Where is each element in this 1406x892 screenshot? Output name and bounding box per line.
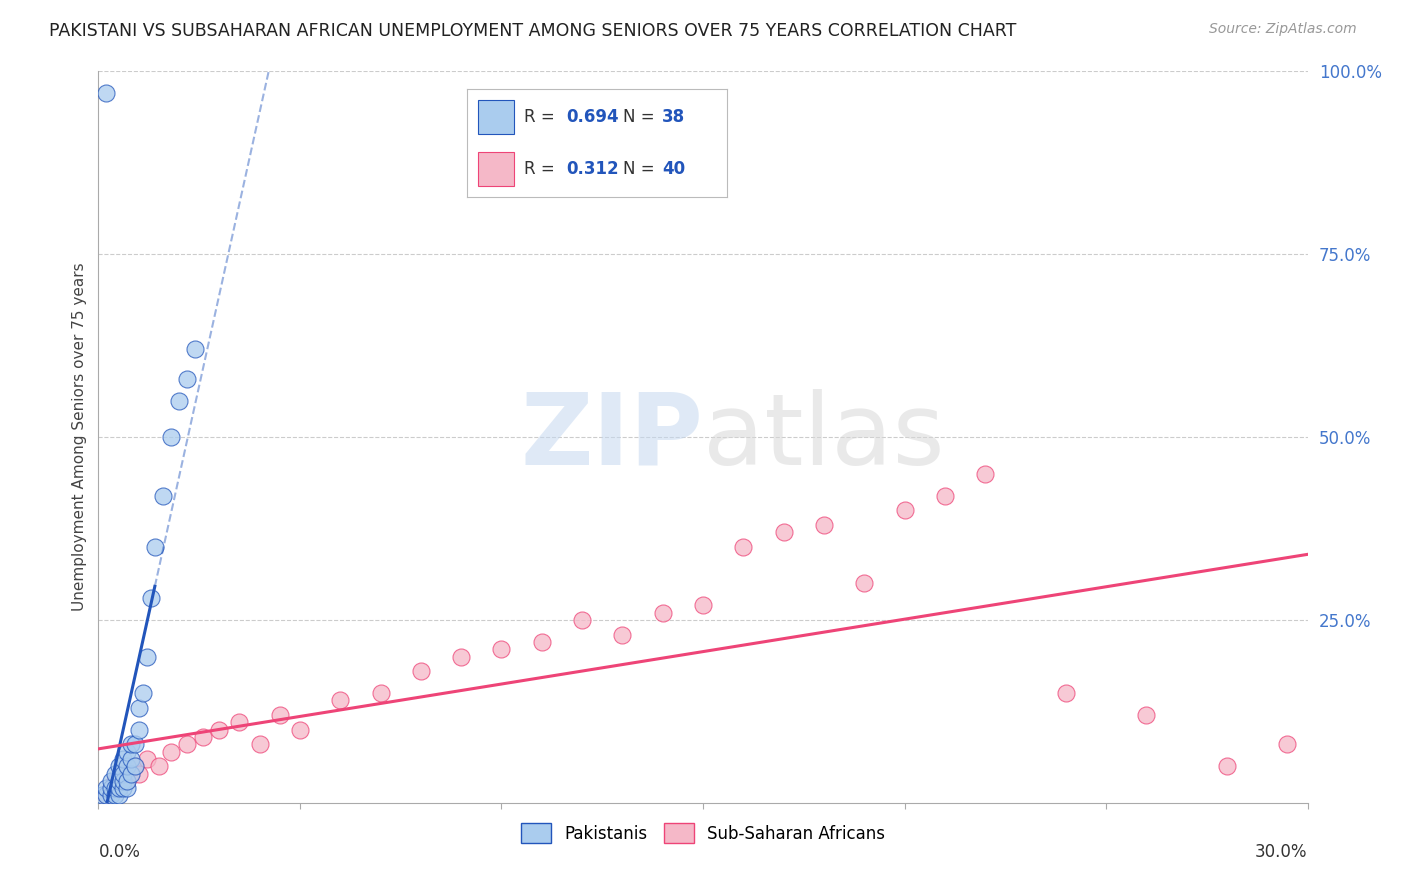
Point	[111, 766, 134, 780]
Point	[612, 627, 634, 641]
Point	[96, 789, 118, 803]
Point	[124, 737, 146, 751]
Point	[120, 766, 142, 780]
Text: 0.0%: 0.0%	[98, 843, 141, 861]
Point	[1135, 708, 1157, 723]
Point	[450, 649, 472, 664]
Point	[100, 781, 122, 796]
Point	[115, 773, 138, 788]
Point	[193, 730, 215, 744]
Point	[128, 723, 150, 737]
Point	[249, 737, 271, 751]
Point	[733, 540, 755, 554]
Point	[651, 606, 673, 620]
Point	[1216, 759, 1239, 773]
Point	[111, 766, 134, 780]
Point	[152, 489, 174, 503]
Point	[139, 591, 162, 605]
Point	[96, 87, 118, 101]
Point	[934, 489, 956, 503]
Point	[571, 613, 593, 627]
Point	[100, 773, 122, 788]
Point	[120, 766, 142, 780]
Point	[772, 525, 794, 540]
Legend: Pakistanis, Sub-Saharan Africans: Pakistanis, Sub-Saharan Africans	[515, 817, 891, 849]
Point	[103, 789, 125, 803]
Y-axis label: Unemployment Among Seniors over 75 years: Unemployment Among Seniors over 75 years	[72, 263, 87, 611]
Point	[120, 752, 142, 766]
Point	[160, 745, 183, 759]
Point	[111, 752, 134, 766]
Point	[100, 789, 122, 803]
Point	[974, 467, 997, 481]
Point	[176, 371, 198, 385]
Point	[111, 781, 134, 796]
Point	[491, 642, 513, 657]
Point	[370, 686, 392, 700]
Point	[167, 393, 190, 408]
Point	[103, 773, 125, 788]
Point	[135, 752, 157, 766]
Point	[96, 789, 118, 803]
Text: PAKISTANI VS SUBSAHARAN AFRICAN UNEMPLOYMENT AMONG SENIORS OVER 75 YEARS CORRELA: PAKISTANI VS SUBSAHARAN AFRICAN UNEMPLOY…	[49, 22, 1017, 40]
Point	[115, 759, 138, 773]
Text: 30.0%: 30.0%	[1256, 843, 1308, 861]
Point	[288, 723, 311, 737]
Point	[115, 745, 138, 759]
Point	[107, 759, 129, 773]
Point	[1054, 686, 1077, 700]
Point	[160, 430, 183, 444]
Point	[103, 766, 125, 780]
Point	[100, 781, 122, 796]
Point	[107, 789, 129, 803]
Point	[1277, 737, 1299, 751]
Point	[893, 503, 915, 517]
Point	[135, 649, 157, 664]
Point	[228, 715, 250, 730]
Point	[813, 517, 835, 532]
Point	[115, 773, 138, 788]
Point	[176, 737, 198, 751]
Point	[269, 708, 291, 723]
Point	[128, 766, 150, 780]
Point	[91, 789, 114, 803]
Text: atlas: atlas	[703, 389, 945, 485]
Point	[103, 781, 125, 796]
Point	[124, 759, 146, 773]
Point	[148, 759, 170, 773]
Point	[96, 781, 118, 796]
Point	[208, 723, 231, 737]
Point	[120, 737, 142, 751]
Point	[107, 781, 129, 796]
Point	[107, 781, 129, 796]
Point	[132, 686, 155, 700]
Point	[143, 540, 166, 554]
Point	[107, 773, 129, 788]
Point	[853, 576, 876, 591]
Point	[124, 759, 146, 773]
Point	[128, 700, 150, 714]
Point	[329, 693, 352, 707]
Point	[111, 773, 134, 788]
Point	[692, 599, 714, 613]
Point	[184, 343, 207, 357]
Point	[409, 664, 432, 678]
Text: Source: ZipAtlas.com: Source: ZipAtlas.com	[1209, 22, 1357, 37]
Point	[115, 781, 138, 796]
Point	[530, 635, 553, 649]
Text: ZIP: ZIP	[520, 389, 703, 485]
